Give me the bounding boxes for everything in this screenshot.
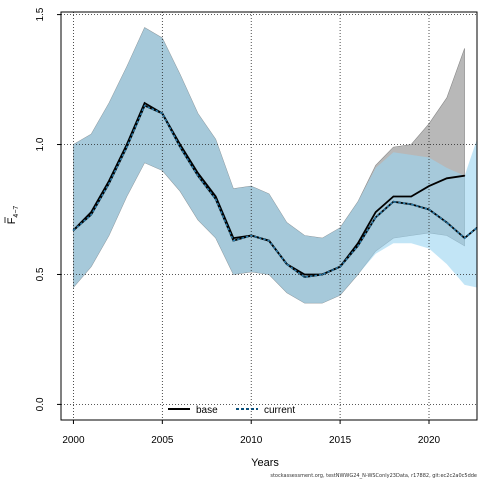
x-axis: 2000 2005 2010 2015 2020 bbox=[62, 420, 441, 446]
confidence-bands bbox=[73, 27, 478, 304]
data-point-base bbox=[463, 175, 466, 177]
data-point-base bbox=[392, 195, 395, 198]
y-tick-label: 1.5 bbox=[35, 7, 46, 21]
y-tick-label: 1.0 bbox=[35, 137, 46, 151]
data-point-current bbox=[215, 198, 217, 200]
data-point-current bbox=[375, 216, 377, 218]
data-point-base bbox=[375, 211, 377, 213]
confidence-band-current bbox=[73, 27, 478, 304]
footnote: stockassessment.org, testNWWG24_N-WSConl… bbox=[270, 473, 477, 479]
data-point-current bbox=[428, 208, 430, 211]
y-axis-title: F4−7 bbox=[4, 206, 20, 225]
data-point-current bbox=[286, 263, 288, 265]
data-point-current bbox=[463, 237, 466, 239]
data-point-current bbox=[179, 146, 181, 148]
data-point-base bbox=[357, 242, 359, 244]
legend-base-label: base bbox=[196, 405, 218, 416]
data-point-current bbox=[268, 240, 270, 242]
data-point-base bbox=[303, 273, 306, 276]
data-point-current bbox=[303, 276, 306, 278]
x-tick-label: 2000 bbox=[62, 435, 85, 446]
svg-text:F4−7: F4−7 bbox=[6, 206, 20, 225]
data-point-current bbox=[72, 229, 75, 231]
series-lines bbox=[72, 101, 478, 279]
data-point-current bbox=[446, 221, 448, 224]
data-point-current bbox=[321, 273, 323, 276]
data-point-base bbox=[215, 195, 217, 198]
plot-frame bbox=[60, 11, 478, 421]
data-point-base bbox=[143, 102, 146, 104]
y-tick-label: 0.5 bbox=[35, 267, 46, 281]
data-point-current bbox=[161, 112, 163, 114]
y-axis-title-sub: 4−7 bbox=[13, 206, 20, 218]
x-axis-title: Years bbox=[251, 457, 279, 469]
data-point-base bbox=[410, 195, 412, 198]
data-point-current bbox=[108, 182, 110, 185]
legend: base current bbox=[168, 405, 295, 416]
data-point-base bbox=[428, 185, 430, 187]
data-point-current bbox=[250, 234, 252, 237]
data-point-current bbox=[410, 203, 412, 205]
x-tick-label: 2010 bbox=[240, 435, 263, 446]
data-point-current bbox=[90, 214, 92, 216]
y-tick-label: 0.0 bbox=[35, 397, 46, 411]
data-point-current bbox=[232, 240, 235, 242]
data-point-current bbox=[126, 146, 128, 148]
data-point-base bbox=[197, 172, 199, 174]
data-point-current bbox=[392, 201, 395, 203]
x-tick-label: 2020 bbox=[418, 435, 441, 446]
data-point-current bbox=[143, 104, 146, 107]
x-tick-label: 2005 bbox=[151, 435, 174, 446]
legend-current-label: current bbox=[264, 405, 295, 416]
data-point-current bbox=[339, 266, 341, 268]
data-point-current bbox=[197, 175, 199, 177]
x-tick-label: 2015 bbox=[329, 435, 352, 446]
data-point-current bbox=[357, 245, 359, 247]
y-axis: 0.0 0.5 1.0 1.5 bbox=[35, 7, 61, 411]
grid bbox=[61, 12, 477, 420]
series-line-current-shadow bbox=[72, 104, 478, 279]
y-axis-title-main: F bbox=[6, 217, 18, 224]
data-point-base bbox=[446, 177, 448, 179]
